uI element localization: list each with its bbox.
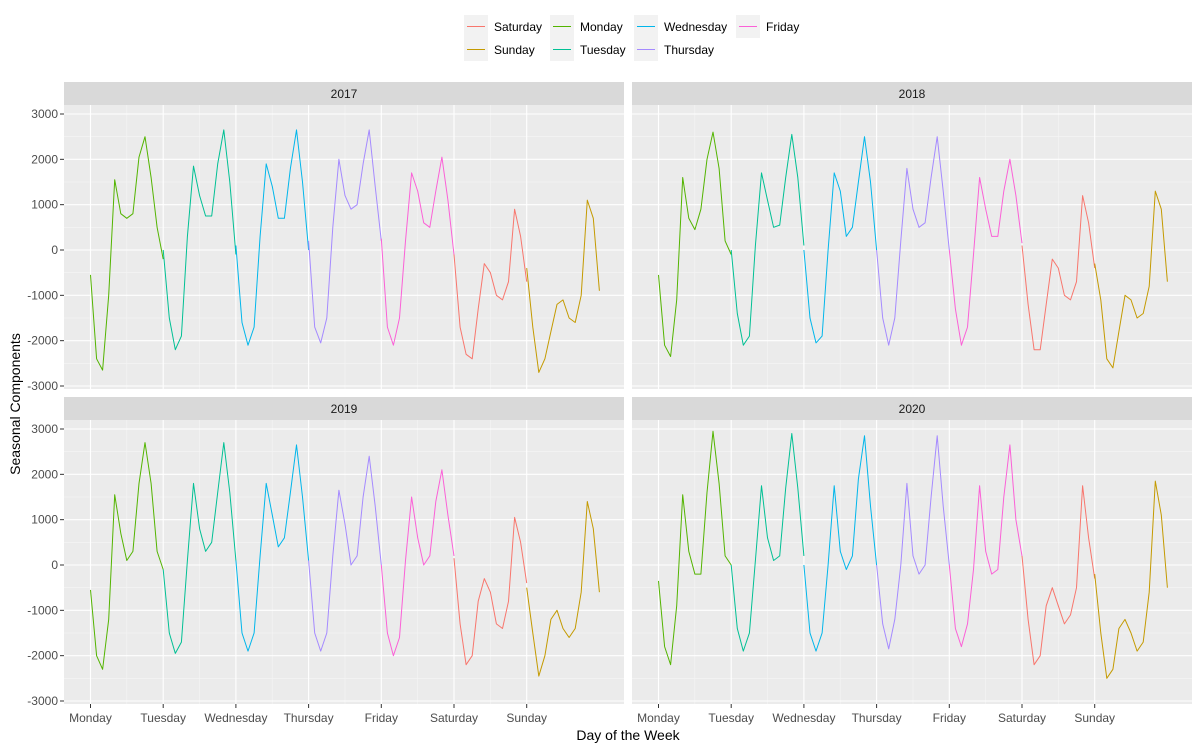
facet-strip-label: 2020 bbox=[899, 402, 926, 416]
series-line-sunday bbox=[526, 199, 600, 373]
x-axis-title: Day of the Week bbox=[576, 727, 680, 743]
x-tick-label: Thursday bbox=[852, 711, 902, 725]
panel-2017: 2017 bbox=[64, 82, 624, 389]
series-line-saturday bbox=[453, 516, 528, 666]
legend-label: Wednesday bbox=[664, 20, 727, 34]
series-line-tuesday bbox=[162, 442, 237, 654]
plot-background bbox=[632, 420, 1192, 704]
legend-label: Thursday bbox=[664, 43, 714, 57]
series-line-monday bbox=[658, 430, 732, 666]
legend-item-friday: Friday bbox=[736, 15, 799, 38]
x-tick-label: Wednesday bbox=[772, 711, 835, 725]
legend-item-wednesday: Wednesday bbox=[634, 15, 727, 38]
facet-strip-label: 2018 bbox=[899, 87, 926, 101]
series-line-monday bbox=[90, 136, 164, 371]
panel-2019: 2019 bbox=[64, 397, 624, 704]
y-tick-label: 3000 bbox=[31, 422, 58, 436]
x-tick-label: Tuesday bbox=[140, 711, 186, 725]
legend-label: Saturday bbox=[494, 20, 542, 34]
series-line-wednesday bbox=[803, 435, 878, 652]
y-tick-label: 0 bbox=[51, 243, 58, 257]
series-line-wednesday bbox=[803, 136, 878, 344]
facet-strip bbox=[632, 82, 1192, 105]
legend-item-sunday: Sunday bbox=[464, 38, 535, 61]
legend-label: Sunday bbox=[494, 43, 535, 57]
y-axis: -3000 -2000 -1000 0 1000 2000 3000 -3000 -2000 -1… bbox=[27, 107, 64, 708]
series-line-saturday bbox=[1021, 195, 1096, 351]
legend: Saturday Sunday Monday Tuesday Wednesday Thur… bbox=[464, 15, 799, 61]
series-line-saturday bbox=[453, 208, 528, 360]
legend-label: Monday bbox=[580, 20, 623, 34]
plot-background bbox=[64, 105, 624, 389]
series-line-monday bbox=[90, 442, 164, 670]
y-tick-label: -3000 bbox=[27, 379, 58, 393]
series-line-friday bbox=[380, 469, 455, 657]
series-line-wednesday bbox=[235, 444, 310, 652]
legend-label: Tuesday bbox=[580, 43, 626, 57]
series-line-thursday bbox=[308, 455, 382, 652]
y-tick-label: -1000 bbox=[27, 603, 58, 617]
facet-strip bbox=[64, 397, 624, 420]
series-line-tuesday bbox=[730, 133, 805, 346]
y-tick-label: -3000 bbox=[27, 694, 58, 708]
x-tick-label: Monday bbox=[637, 711, 680, 725]
y-tick-label: 3000 bbox=[31, 107, 58, 121]
x-tick-label: Saturday bbox=[998, 711, 1046, 725]
facet-strip-label: 2019 bbox=[331, 402, 358, 416]
plot-background bbox=[632, 105, 1192, 389]
x-tick-label: Monday bbox=[69, 711, 112, 725]
y-tick-label: -1000 bbox=[27, 288, 58, 302]
y-tick-label: 1000 bbox=[31, 513, 58, 527]
x-tick-label: Wednesday bbox=[204, 711, 267, 725]
series-line-sunday bbox=[526, 501, 600, 677]
series-line-thursday bbox=[876, 435, 950, 650]
chart-panels: 2017 2018 2019 2020 bbox=[64, 82, 1192, 704]
series-line-saturday bbox=[1021, 485, 1096, 666]
y-tick-label: -2000 bbox=[27, 334, 58, 348]
legend-item-thursday: Thursday bbox=[634, 38, 714, 61]
y-tick-label: -2000 bbox=[27, 649, 58, 663]
series-line-wednesday bbox=[235, 129, 310, 346]
legend-item-tuesday: Tuesday bbox=[550, 38, 626, 61]
legend-item-monday: Monday bbox=[550, 15, 623, 38]
x-tick-label: Thursday bbox=[284, 711, 334, 725]
x-tick-label: Friday bbox=[933, 711, 966, 725]
series-line-friday bbox=[948, 158, 1023, 346]
y-tick-label: 2000 bbox=[31, 152, 58, 166]
legend-label: Friday bbox=[766, 20, 799, 34]
facet-strip bbox=[632, 397, 1192, 420]
y-tick-label: 1000 bbox=[31, 198, 58, 212]
series-line-thursday bbox=[876, 136, 950, 346]
y-tick-label: 0 bbox=[51, 558, 58, 572]
series-line-sunday bbox=[1094, 480, 1168, 679]
facet-strip bbox=[64, 82, 624, 105]
facet-strip-label: 2017 bbox=[331, 87, 358, 101]
panel-2020: 2020 bbox=[632, 397, 1192, 704]
x-tick-label: Saturday bbox=[430, 711, 478, 725]
series-line-tuesday bbox=[730, 433, 805, 652]
series-line-friday bbox=[948, 444, 1023, 648]
x-axis: Monday Tuesday Wednesday Thursday Friday Satu… bbox=[69, 704, 1115, 725]
x-tick-label: Friday bbox=[365, 711, 398, 725]
y-axis-title: Seasonal Components bbox=[7, 333, 23, 475]
x-tick-label: Sunday bbox=[506, 711, 547, 725]
series-line-friday bbox=[380, 156, 455, 346]
panel-2018: 2018 bbox=[632, 82, 1192, 389]
y-tick-label: 2000 bbox=[31, 467, 58, 481]
x-tick-label: Tuesday bbox=[708, 711, 754, 725]
x-tick-label: Sunday bbox=[1074, 711, 1115, 725]
series-line-monday bbox=[658, 131, 732, 357]
plot-background bbox=[64, 420, 624, 704]
legend-item-saturday: Saturday bbox=[464, 15, 542, 38]
series-line-thursday bbox=[308, 129, 382, 344]
series-line-sunday bbox=[1094, 190, 1168, 369]
series-line-tuesday bbox=[162, 129, 237, 351]
